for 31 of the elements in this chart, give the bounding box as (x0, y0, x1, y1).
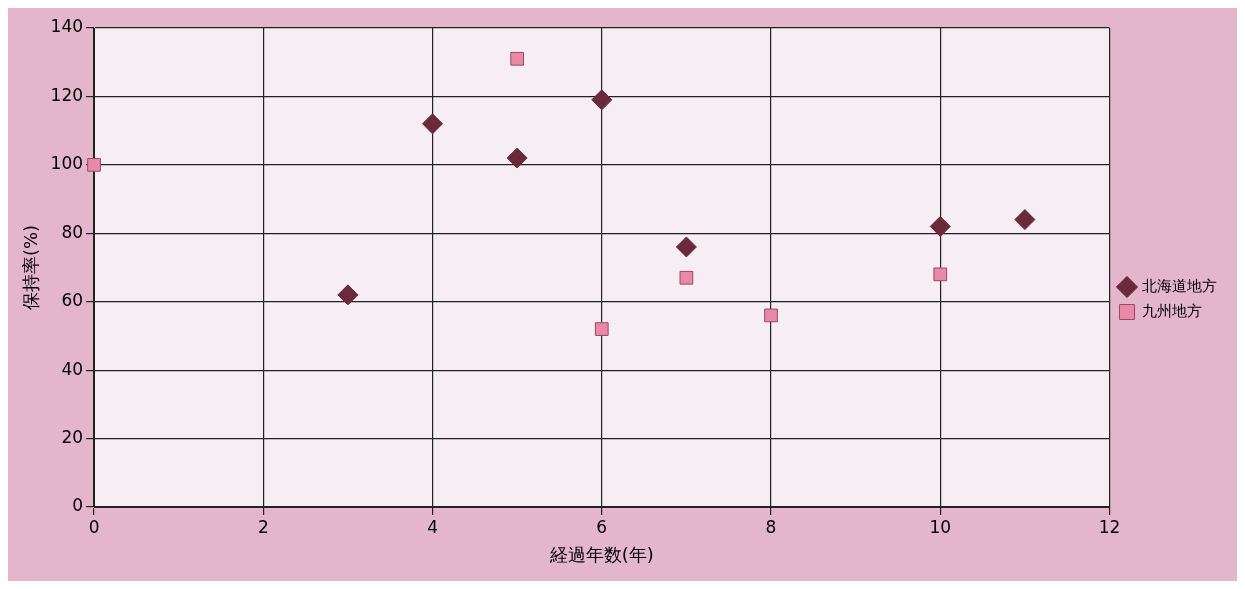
point (929, 215, 951, 237)
x-tick-label: 4 (427, 516, 438, 537)
point (422, 113, 444, 135)
point (679, 270, 694, 285)
y-tick-label: 0 (72, 495, 84, 516)
y-tick-label: 40 (61, 358, 84, 379)
point (337, 284, 359, 306)
legend-label: 北海道地方 (1142, 276, 1217, 295)
x-tick-label: 2 (257, 516, 269, 537)
y-tick-label: 20 (61, 426, 84, 447)
y-tick-label: 140 (50, 16, 84, 37)
point (506, 147, 528, 169)
point (591, 89, 613, 111)
y-tick-label: 60 (61, 290, 84, 311)
x-tick-label: 0 (88, 516, 100, 537)
point (933, 267, 948, 282)
point (764, 308, 778, 323)
y-axis-title: 保持率(%) (20, 224, 42, 311)
point (675, 236, 697, 258)
point (594, 322, 609, 336)
x-tick-label: 8 (765, 516, 777, 537)
point (1014, 209, 1036, 231)
point (510, 51, 525, 66)
x-tick-label: 12 (1098, 516, 1121, 537)
y-tick-label: 100 (50, 153, 84, 174)
y-tick-label: 80 (61, 221, 84, 242)
x-tick-label: 6 (596, 516, 608, 537)
x-axis-title: 経過年数(年) (548, 543, 654, 565)
x-tick-label: 10 (929, 516, 952, 537)
legend-label: 九州地方 (1142, 301, 1202, 320)
y-tick-label: 120 (50, 84, 84, 105)
